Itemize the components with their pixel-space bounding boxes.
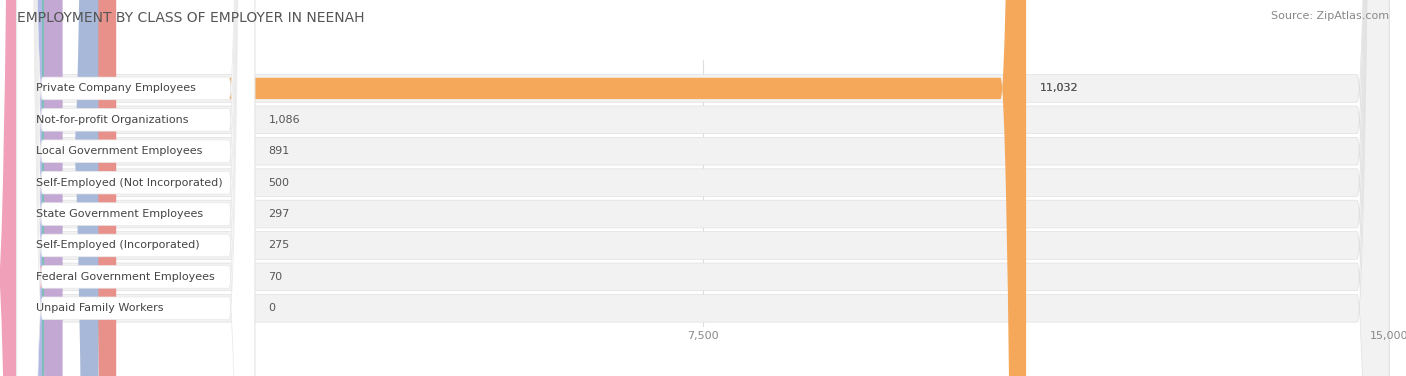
FancyBboxPatch shape [17,0,117,376]
FancyBboxPatch shape [17,0,1389,376]
FancyBboxPatch shape [17,0,42,376]
Text: Unpaid Family Workers: Unpaid Family Workers [37,303,163,313]
FancyBboxPatch shape [17,0,254,376]
FancyBboxPatch shape [17,0,254,376]
Text: Self-Employed (Not Incorporated): Self-Employed (Not Incorporated) [37,177,222,188]
Text: 297: 297 [269,209,290,219]
FancyBboxPatch shape [17,0,98,376]
Text: 11,032: 11,032 [1040,83,1078,93]
FancyBboxPatch shape [17,0,254,376]
Text: Federal Government Employees: Federal Government Employees [37,272,215,282]
FancyBboxPatch shape [17,0,1389,376]
Text: 1,086: 1,086 [269,115,299,125]
FancyBboxPatch shape [17,0,1389,376]
FancyBboxPatch shape [17,0,1389,376]
Text: State Government Employees: State Government Employees [37,209,202,219]
Text: 275: 275 [269,241,290,250]
FancyBboxPatch shape [17,0,254,376]
FancyBboxPatch shape [17,0,1389,376]
Text: EMPLOYMENT BY CLASS OF EMPLOYER IN NEENAH: EMPLOYMENT BY CLASS OF EMPLOYER IN NEENA… [17,11,364,25]
Text: Private Company Employees: Private Company Employees [37,83,195,93]
Text: 891: 891 [269,146,290,156]
FancyBboxPatch shape [17,0,254,376]
FancyBboxPatch shape [17,0,44,376]
Text: 70: 70 [269,272,283,282]
Text: Source: ZipAtlas.com: Source: ZipAtlas.com [1271,11,1389,21]
FancyBboxPatch shape [17,0,254,376]
Text: Local Government Employees: Local Government Employees [37,146,202,156]
FancyBboxPatch shape [17,0,1389,376]
FancyBboxPatch shape [17,0,63,376]
Text: Not-for-profit Organizations: Not-for-profit Organizations [37,115,188,125]
Text: 11,032: 11,032 [1040,83,1078,93]
Text: 0: 0 [269,303,276,313]
FancyBboxPatch shape [17,0,254,376]
FancyBboxPatch shape [17,0,1389,376]
FancyBboxPatch shape [17,0,1389,376]
FancyBboxPatch shape [0,0,42,376]
Text: 500: 500 [269,177,290,188]
FancyBboxPatch shape [17,0,1026,376]
Text: Self-Employed (Incorporated): Self-Employed (Incorporated) [37,241,200,250]
FancyBboxPatch shape [17,0,254,376]
